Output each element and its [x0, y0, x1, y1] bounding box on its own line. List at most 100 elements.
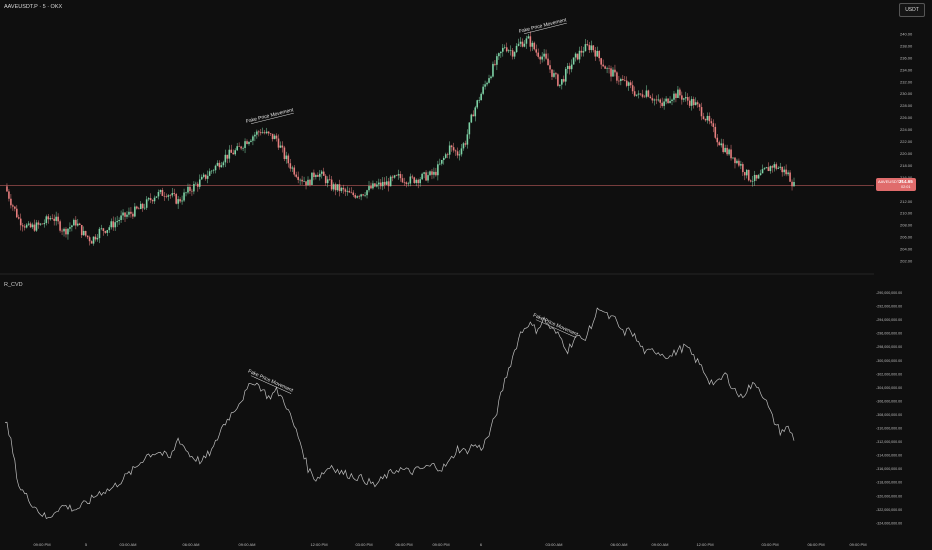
candle-body	[742, 164, 744, 173]
candle-body	[631, 85, 634, 92]
candle-body	[480, 93, 482, 101]
candle-body	[498, 53, 500, 57]
price-tick-label: 204.00	[900, 247, 913, 252]
candle	[299, 178, 301, 185]
candle-body	[242, 147, 244, 149]
candle-body	[128, 211, 130, 215]
symbol-label[interactable]: AAVEUSDT.P · 5 · OKX	[4, 4, 63, 10]
candle	[234, 148, 237, 156]
indicator-name[interactable]: R_CVD	[4, 282, 23, 288]
candle	[98, 227, 101, 244]
candle-body	[706, 115, 709, 121]
price-pane[interactable]	[0, 31, 874, 275]
candle-body	[698, 104, 701, 108]
candle-body	[633, 91, 636, 96]
candle-body	[370, 186, 372, 189]
candle	[698, 103, 701, 111]
candle	[228, 145, 231, 163]
candle-body	[663, 101, 665, 106]
candle	[783, 166, 785, 176]
candle-body	[216, 162, 219, 166]
candle	[555, 71, 557, 80]
candle-body	[614, 69, 616, 73]
candle	[639, 93, 642, 96]
candle	[204, 174, 207, 181]
candle	[147, 197, 150, 202]
candle-body	[474, 107, 477, 117]
currency-button[interactable]: USDT	[899, 3, 925, 17]
candle	[261, 127, 264, 134]
candle-body	[383, 181, 386, 185]
candle-body	[543, 53, 545, 57]
candle	[8, 189, 10, 202]
candle-body	[716, 137, 719, 143]
time-tick-label: 12:00 PM	[310, 542, 327, 547]
candle	[614, 64, 616, 77]
candle-body	[397, 174, 400, 176]
candle	[452, 142, 455, 153]
candle-body	[157, 191, 160, 197]
price-tick-label: 236.00	[900, 55, 913, 60]
candle	[769, 165, 772, 174]
candle	[242, 146, 244, 152]
candle-body	[407, 183, 410, 185]
candle-body	[671, 99, 673, 101]
candle	[65, 226, 67, 238]
candle-body	[645, 90, 648, 97]
candle	[378, 178, 380, 190]
candle	[454, 149, 457, 156]
candle	[503, 44, 506, 50]
candle-body	[149, 198, 152, 201]
candle	[627, 81, 630, 91]
candle-body	[627, 82, 630, 86]
candle-body	[454, 150, 457, 152]
candle	[730, 144, 732, 161]
candle-body	[141, 203, 144, 209]
candle-body	[653, 99, 656, 101]
candle-body	[51, 218, 54, 219]
candle-body	[527, 36, 530, 39]
candle-body	[767, 167, 770, 172]
time-axis[interactable]: 09:00 PM 5 03:00 AM 06:00 AM 09:00 AM 12:00 P…	[33, 542, 866, 547]
candle	[747, 169, 750, 182]
candle-body	[559, 84, 561, 86]
candle-body	[692, 99, 695, 106]
price-tick-label: 212.00	[900, 199, 913, 204]
candle-body	[305, 181, 307, 186]
candle-body	[75, 219, 77, 226]
candle-body	[301, 179, 303, 182]
candle	[63, 227, 65, 237]
candle	[273, 133, 276, 140]
candle-body	[791, 181, 793, 187]
annotation-underline	[250, 375, 292, 394]
candle	[51, 214, 54, 220]
candle	[214, 164, 217, 174]
candle-body	[513, 52, 516, 57]
candle	[230, 144, 233, 153]
candle-body	[61, 230, 63, 232]
candle-body	[417, 179, 419, 184]
candle	[256, 129, 258, 139]
candle	[586, 40, 589, 47]
candle	[671, 98, 673, 106]
cvd-pane[interactable]	[4, 307, 795, 519]
candle	[348, 187, 351, 193]
candle-body	[600, 58, 602, 65]
candle-body	[366, 190, 368, 196]
candle	[419, 177, 421, 187]
candle	[513, 51, 516, 60]
cvd-tick-label: -320,000,000.00	[876, 494, 902, 498]
candle-body	[322, 171, 325, 176]
candle-body	[500, 51, 502, 54]
candle-body	[185, 192, 187, 194]
candle-body	[33, 224, 36, 231]
candle-body	[562, 79, 565, 82]
candle	[631, 80, 634, 94]
time-tick-label: 06:00 PM	[807, 542, 824, 547]
candle	[474, 105, 477, 122]
candle	[464, 140, 467, 147]
cvd-axis[interactable]: -290,000,000.00 -292,000,000.00 -294,000,0…	[876, 291, 902, 525]
candle	[122, 209, 124, 220]
cvd-tick-label: -298,000,000.00	[876, 345, 902, 349]
